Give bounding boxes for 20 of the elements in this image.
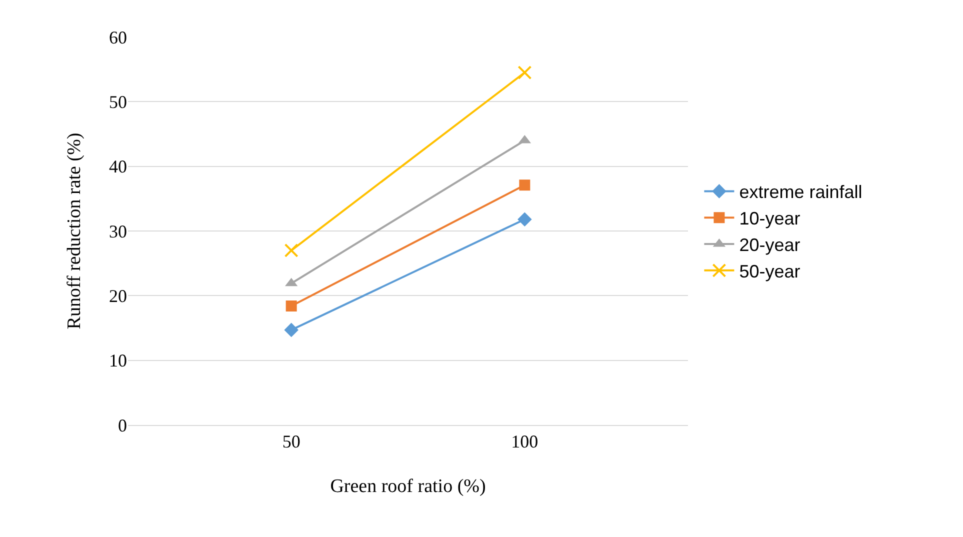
y-tick-label: 20 bbox=[109, 286, 127, 306]
point bbox=[518, 212, 532, 227]
y-tick-label: 60 bbox=[109, 27, 127, 48]
point bbox=[284, 322, 298, 338]
y-tick-label: 40 bbox=[109, 156, 127, 177]
y-tick-label: 0 bbox=[118, 415, 127, 436]
legend-label: 10-year bbox=[739, 208, 800, 229]
point bbox=[519, 180, 530, 191]
y-axis-title: Runoff reduction rate (%) bbox=[64, 132, 85, 330]
legend-label: 50-year bbox=[739, 261, 800, 282]
y-tick-label: 10 bbox=[109, 350, 127, 371]
point bbox=[284, 243, 298, 258]
x-tick-label: 100 bbox=[511, 432, 538, 452]
point bbox=[286, 300, 297, 312]
y-tick-label: 30 bbox=[109, 221, 127, 242]
point bbox=[518, 66, 532, 80]
x-axis-title: Green roof ratio (%) bbox=[330, 476, 486, 497]
legend-label: 20-year bbox=[739, 235, 800, 256]
y-tick-label: 50 bbox=[109, 92, 127, 112]
legend-label: extreme rainfall bbox=[739, 182, 862, 202]
